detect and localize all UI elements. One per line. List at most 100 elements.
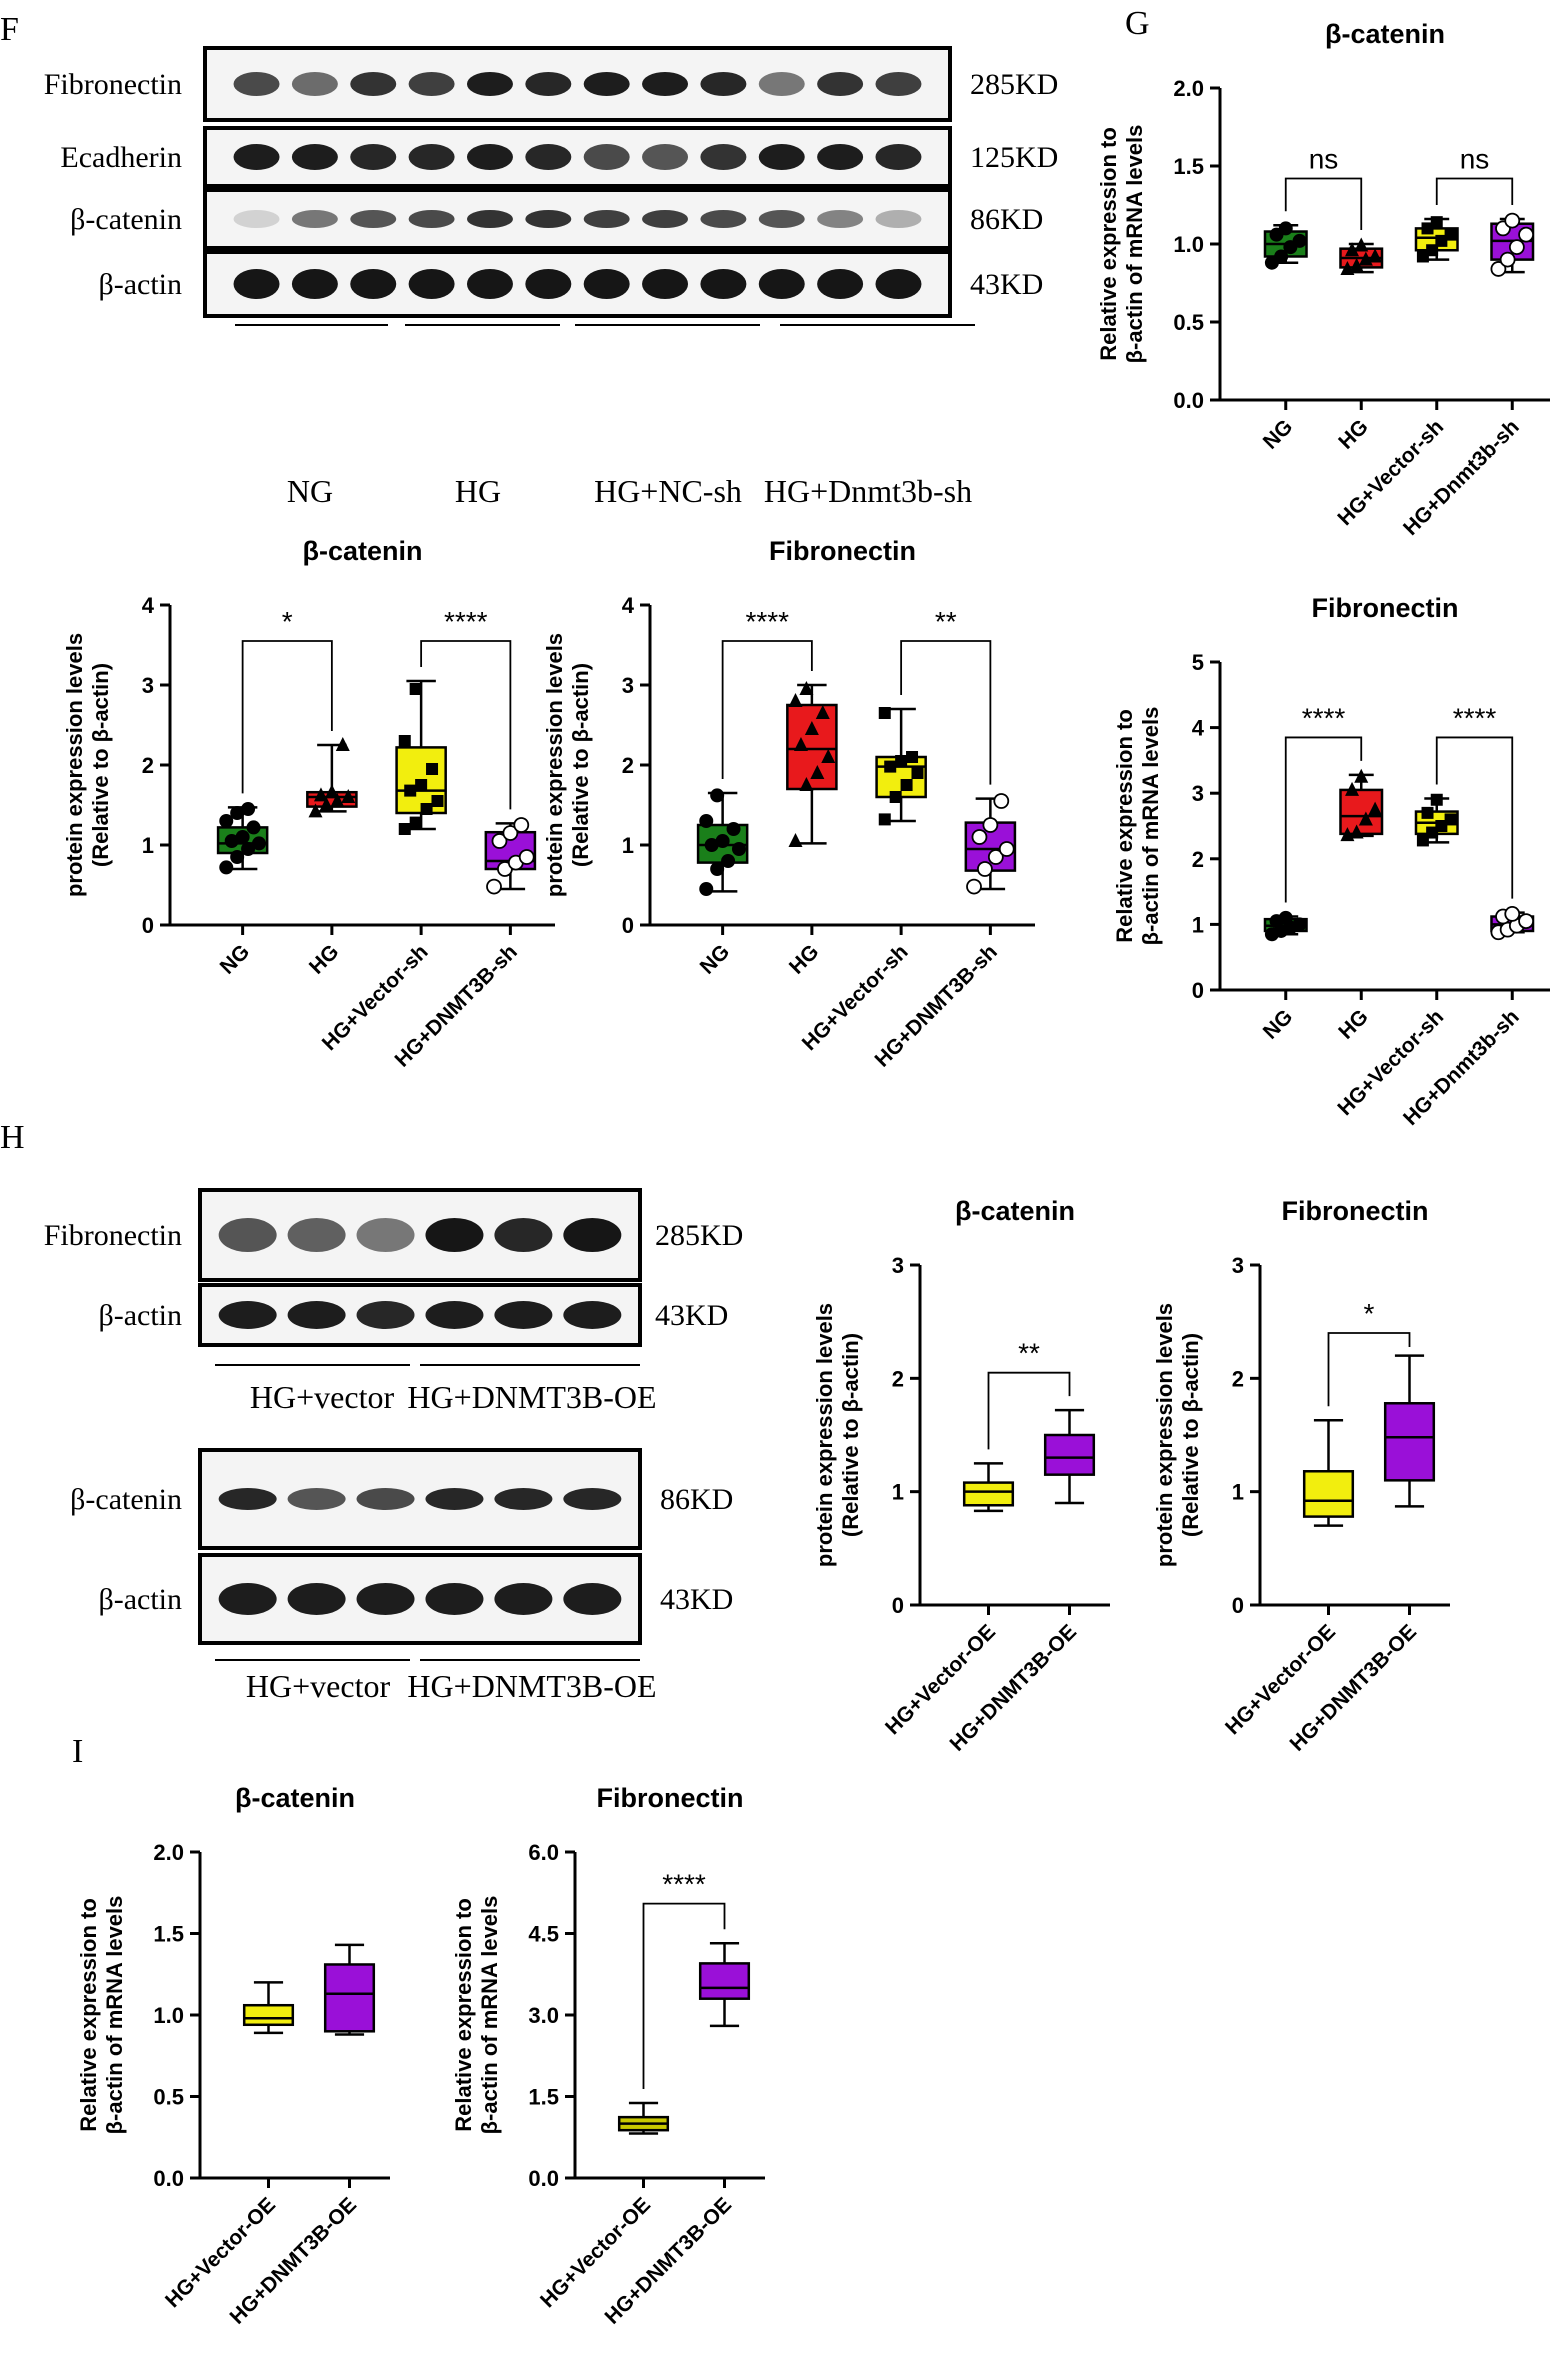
blot-H-bottom-row-1-band	[494, 1583, 553, 1615]
y-axis-label-line-2: β-actin of mRNA levels	[1138, 707, 1163, 946]
data-point	[426, 763, 439, 775]
data-point	[895, 755, 908, 767]
data-point	[1504, 906, 1521, 922]
chart-title: Fibronectin	[597, 1783, 744, 1813]
chart-title: β-catenin	[1325, 19, 1445, 49]
data-point	[235, 830, 250, 844]
chart-F_fn: Fibronectin 0 1 2 3 4 protein expression level…	[542, 536, 1035, 1072]
data-point	[1518, 226, 1534, 243]
data-point	[699, 814, 714, 828]
data-point	[1426, 244, 1439, 257]
data-point	[1435, 820, 1448, 832]
y-axis-label-line-1: Relative expression to	[76, 1898, 101, 2132]
y-tick-label: 4	[1192, 716, 1205, 741]
data-point	[998, 841, 1015, 857]
data-point	[731, 842, 746, 856]
data-point	[246, 820, 261, 835]
blot-F-row-3-band	[700, 269, 747, 299]
blot-F-row-0-band	[758, 72, 805, 96]
blot-F-row-0-band	[233, 72, 280, 96]
blot-F-row-2-band	[525, 210, 572, 228]
blot-H-top-row-1-band	[494, 1301, 553, 1329]
data-point	[251, 836, 266, 851]
data-point	[1278, 221, 1293, 236]
blot-H-bottom-row-1-band	[356, 1583, 415, 1615]
data-point	[810, 765, 825, 779]
x-tick-label: NG	[1259, 1005, 1298, 1044]
data-point	[224, 834, 239, 848]
data-point	[409, 683, 422, 695]
blot-F-row-1-band	[583, 144, 630, 170]
data-point	[1444, 228, 1457, 241]
data-point	[799, 777, 814, 791]
y-axis-label-line-2: β-actin of mRNA levels	[102, 1896, 127, 2135]
y-tick-label: 2	[622, 753, 634, 778]
blot-F-row-1-band	[350, 144, 397, 170]
blot-F-group-label: NG	[287, 473, 333, 509]
blot-F-row-1-band	[233, 144, 280, 170]
data-point	[878, 813, 891, 826]
data-point	[699, 882, 714, 896]
data-point	[398, 823, 411, 835]
blot-F-group-label: HG+Dnmt3b-sh	[764, 473, 972, 509]
data-point	[1430, 793, 1443, 806]
chart-title: Fibronectin	[1282, 1196, 1429, 1226]
y-axis-label-line-1: Relative expression to	[1096, 127, 1121, 361]
blot-F-row-3-band	[758, 269, 805, 299]
blot-F-row-2-band	[291, 210, 338, 228]
blot-H-top-row-1-band	[287, 1301, 346, 1329]
data-point	[1274, 249, 1289, 264]
y-tick-label: 0.0	[1173, 388, 1204, 413]
blot-F-row-0-band	[700, 72, 747, 96]
data-point	[420, 803, 433, 815]
y-axis-label-line-2: (Relative to β-actin)	[838, 1333, 863, 1537]
y-tick-label: 3	[892, 1253, 904, 1278]
y-axis-label-line-1: Relative expression to	[1112, 709, 1137, 943]
blot-H-group-label: HG+DNMT3B-OE	[407, 1379, 656, 1415]
blot-F-row-0-band	[291, 72, 338, 96]
blot-F-row-0-label: Fibronectin	[44, 68, 182, 101]
chart-title: β-catenin	[955, 1196, 1075, 1226]
data-point	[404, 784, 417, 797]
data-point	[1508, 239, 1525, 256]
blot-H-bottom-row-0-size: 86KD	[660, 1483, 733, 1516]
y-tick-label: 1	[1232, 1480, 1244, 1505]
blot-F-row-1-band	[525, 144, 572, 170]
box-1	[323, 1963, 376, 2033]
data-point	[518, 849, 535, 865]
blot-H-top-row-0-size: 285KD	[655, 1219, 743, 1252]
significance-bracket	[642, 1902, 726, 2090]
data-point	[1435, 234, 1448, 247]
data-point	[241, 842, 256, 856]
y-axis-label-line-2: (Relative to β-actin)	[1178, 1333, 1203, 1537]
y-axis-label-line-1: protein expression levels	[542, 633, 567, 897]
y-tick-label: 4	[622, 593, 635, 618]
data-point	[1416, 834, 1429, 847]
y-tick-label: 5	[1192, 650, 1204, 675]
panel-letter-H: H	[0, 1119, 25, 1156]
blot-F-row-1-size: 125KD	[970, 141, 1058, 174]
significance-label: ns	[1309, 143, 1339, 174]
blot-F-row-2-band	[583, 210, 630, 228]
data-point	[1421, 806, 1434, 819]
data-point	[726, 822, 741, 836]
significance-bracket	[1435, 177, 1514, 206]
blot-F-row-2-band	[758, 210, 805, 228]
data-point	[491, 833, 508, 849]
chart-H_fn: Fibronectin 0 1 2 3 protein expression levels…	[1152, 1196, 1450, 1756]
blot-F-row-0-band	[642, 72, 689, 96]
blot-F-group-label: HG	[455, 473, 501, 509]
data-point	[715, 834, 730, 848]
blot-F-row-1-band	[817, 144, 864, 170]
y-tick-label: 1	[142, 833, 154, 858]
blot-F-row-1-band	[700, 144, 747, 170]
blot-H-bottom-row-1-band	[287, 1583, 346, 1615]
blot-F-row-1-band	[758, 144, 805, 170]
data-point	[821, 749, 836, 763]
blot-F-row-1-band	[466, 144, 513, 170]
significance-label: **	[935, 606, 957, 637]
significance-label: ****	[444, 606, 488, 637]
chart-G_fn: Fibronectin 0 1 2 3 4 5 Relative expression to β…	[1112, 593, 1550, 1130]
significance-label: ****	[745, 606, 789, 637]
blot-F-row-3-band	[291, 269, 338, 299]
